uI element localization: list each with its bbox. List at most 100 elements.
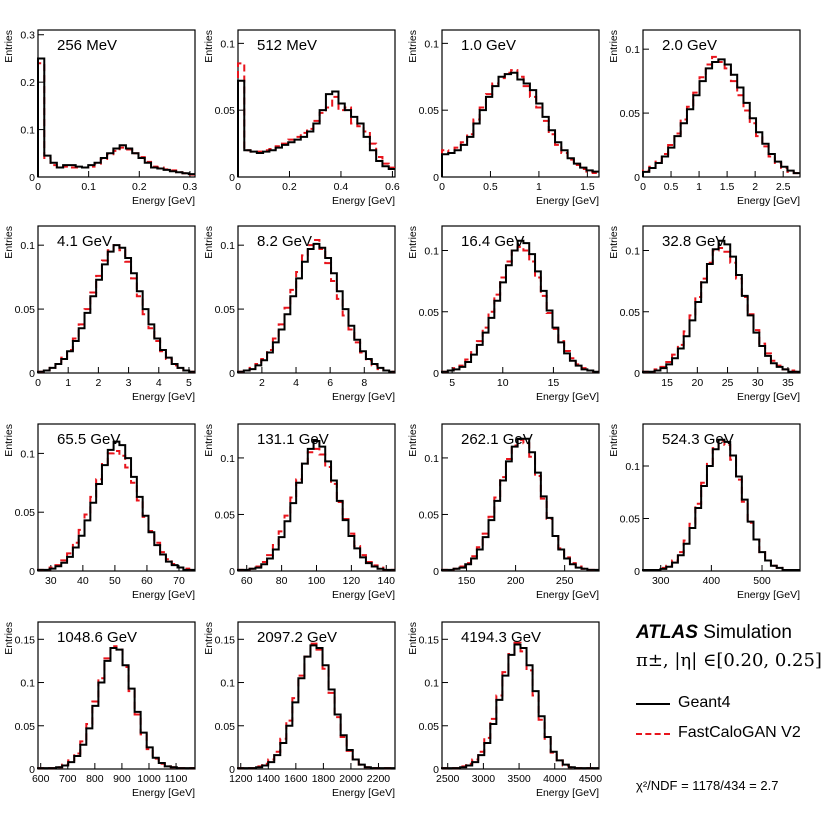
y-tick-label: 0	[433, 764, 439, 776]
geant4-histogram	[642, 438, 800, 571]
y-axis-label: Entries	[407, 622, 419, 655]
panel-frame	[37, 29, 196, 178]
y-tick-label: 0	[229, 172, 235, 184]
y-tick-label: 0	[634, 368, 640, 380]
x-tick-label: 1000	[137, 773, 161, 785]
geant4-histogram	[642, 239, 800, 373]
x-tick-label: 2000	[339, 773, 363, 785]
x-tick-label: 1.5	[580, 181, 595, 193]
y-tick-label: 0.05	[419, 509, 440, 521]
x-axis-label: Energy [GeV]	[536, 589, 599, 601]
panel-5: 2 4 6 8 0 0.05 0.1 Energy [GeV] Entries 8.2 GeV	[203, 225, 396, 403]
energy-label: 256 MeV	[57, 37, 117, 54]
y-tick-label: 0.1	[220, 38, 235, 50]
energy-label: 4194.3 GeV	[461, 629, 541, 646]
x-tick-label: 10	[497, 377, 509, 389]
panel-8: 30 40 50 60 70 0 0.05 0.1 Energy [GeV] Entries 65.…	[3, 423, 196, 601]
chi2-label: χ²/NDF = 1178/434 = 2.7	[636, 778, 779, 793]
geant4-histogram	[237, 439, 395, 571]
energy-label: 8.2 GeV	[257, 233, 312, 250]
panel-12: 600 700 800 900 1000 1100 0 0.05 0.1 0.15 Energy […	[3, 621, 196, 799]
y-tick-label: 0.1	[625, 44, 640, 56]
x-tick-label: 1.5	[720, 181, 735, 193]
x-tick-label: 3	[126, 377, 132, 389]
energy-label: 2.0 GeV	[662, 37, 717, 54]
x-tick-label: 1100	[165, 773, 188, 785]
y-tick-label: 0	[229, 566, 235, 578]
panel-frame	[441, 225, 600, 374]
x-tick-label: 200	[507, 575, 525, 587]
x-tick-label: 60	[141, 575, 153, 587]
panel-3: 0 0.5 1 1.5 2 2.5 0 0.05 0.1 Energy [GeV] Entries 2…	[608, 29, 801, 207]
y-tick-label: 0.1	[220, 678, 235, 690]
process-label: π±, |η| ∈[0.20, 0.25]	[636, 650, 822, 671]
x-tick-label: 2.5	[776, 181, 791, 193]
x-axis-label: Energy [GeV]	[332, 391, 395, 403]
atlas-label: ATLAS Simulation	[636, 622, 792, 644]
y-tick-label: 0	[29, 368, 35, 380]
x-tick-label: 4	[156, 377, 162, 389]
x-tick-label: 6	[327, 377, 333, 389]
x-tick-label: 0.2	[282, 181, 297, 193]
x-tick-label: 0	[35, 377, 41, 389]
x-tick-label: 2500	[436, 773, 460, 785]
y-tick-label: 0.05	[620, 307, 641, 319]
panel-2: 0 0.5 1 1.5 0 0.05 0.1 Energy [GeV] Entries 1.0 G…	[407, 29, 600, 207]
x-tick-label: 100	[308, 575, 326, 587]
panel-frame	[642, 423, 801, 572]
panel-13: 1200 1400 1600 1800 2000 2200 0 0.05 0.1 0.15 Ener…	[203, 621, 396, 799]
y-tick-label: 0.05	[215, 304, 236, 316]
y-axis-label: Entries	[3, 226, 15, 259]
y-tick-label: 0.1	[220, 453, 235, 465]
y-tick-label: 0.05	[419, 721, 440, 733]
y-tick-label: 0.05	[215, 721, 236, 733]
geant4-histogram	[441, 71, 599, 177]
y-tick-label: 0.15	[419, 634, 440, 646]
y-axis-label: Entries	[407, 30, 419, 63]
x-axis-label: Energy [GeV]	[132, 195, 195, 207]
x-axis-label: Energy [GeV]	[536, 787, 599, 799]
x-tick-label: 1800	[312, 773, 336, 785]
y-axis-label: Entries	[608, 30, 620, 63]
energy-label: 1048.6 GeV	[57, 629, 137, 646]
x-tick-label: 4	[293, 377, 299, 389]
y-tick-label: 0.05	[620, 108, 641, 120]
x-tick-label: 35	[782, 377, 794, 389]
x-tick-label: 120	[343, 575, 361, 587]
y-axis-label: Entries	[203, 30, 215, 63]
y-tick-label: 0.05	[15, 721, 36, 733]
energy-label: 65.5 GeV	[57, 431, 120, 448]
panel-frame	[441, 29, 600, 178]
x-tick-label: 1200	[229, 773, 253, 785]
x-tick-label: 3500	[507, 773, 531, 785]
y-tick-label: 0	[229, 764, 235, 776]
y-tick-label: 0	[29, 764, 35, 776]
x-axis-label: Energy [GeV]	[332, 589, 395, 601]
x-axis-label: Energy [GeV]	[536, 195, 599, 207]
x-tick-label: 20	[692, 377, 704, 389]
x-tick-label: 400	[703, 575, 721, 587]
y-tick-label: 0	[29, 172, 35, 184]
y-tick-label: 0	[229, 368, 235, 380]
y-tick-label: 0.1	[424, 453, 439, 465]
x-axis-label: Energy [GeV]	[737, 195, 800, 207]
x-tick-label: 600	[32, 773, 50, 785]
y-axis-label: Entries	[3, 622, 15, 655]
y-tick-label: 0	[29, 566, 35, 578]
x-axis-label: Energy [GeV]	[536, 391, 599, 403]
panel-11: 300 400 500 0 0.05 0.1 Energy [GeV] Entries 524.…	[608, 423, 801, 601]
y-tick-label: 0	[433, 368, 439, 380]
y-tick-label: 0.05	[215, 105, 236, 117]
x-tick-label: 0	[235, 181, 241, 193]
fastcalogan-histogram	[237, 62, 395, 177]
panel-7: 15 20 25 30 35 0 0.05 0.1 Energy [GeV] Entries 32.…	[608, 225, 801, 403]
geant4-histogram	[642, 58, 800, 177]
y-tick-label: 0.05	[215, 509, 236, 521]
x-tick-label: 300	[652, 575, 670, 587]
y-axis-label: Entries	[3, 424, 15, 457]
geant4-legend-label: Geant4	[678, 694, 731, 711]
y-tick-label: 0	[634, 172, 640, 184]
x-tick-label: 25	[722, 377, 734, 389]
y-axis-label: Entries	[3, 30, 15, 63]
